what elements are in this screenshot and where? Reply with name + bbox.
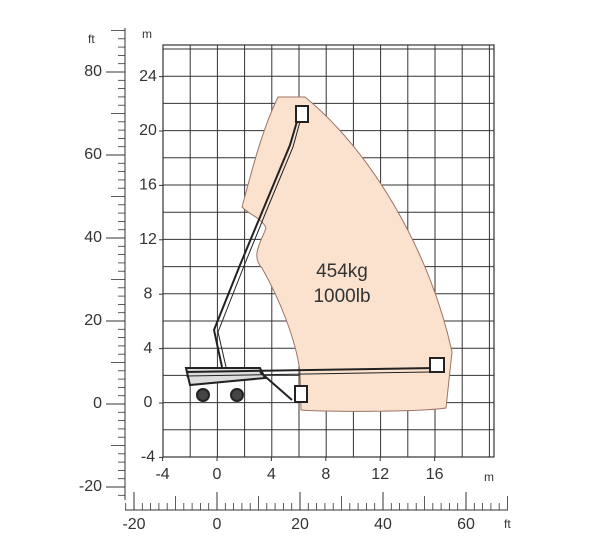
y-m-tick-label: 8 — [144, 285, 153, 302]
y-ft-unit: ft — [88, 32, 95, 46]
x-ft-tick-label: 20 — [291, 516, 309, 533]
x-m-unit: m — [484, 470, 494, 484]
x-ft-unit: ft — [504, 517, 511, 531]
y-m-tick-label: 16 — [139, 177, 157, 194]
x-m-tick-label: -4 — [155, 466, 169, 483]
x-m-tick-label: 16 — [426, 466, 444, 483]
machine — [184, 105, 445, 403]
y-m-tick-label: 0 — [144, 394, 153, 411]
y-ft-tick-label: 40 — [84, 229, 102, 246]
x-ft-tick-label: 40 — [374, 516, 392, 533]
x-m-tick-label: 0 — [213, 466, 222, 483]
grid-border — [162, 44, 495, 458]
load-kg: 454kg — [316, 261, 368, 282]
load-lb: 1000lb — [313, 286, 370, 307]
x-m-tick-label: 12 — [371, 466, 389, 483]
y-m-tick-label: 20 — [139, 122, 157, 139]
x-ft-tick-label: 60 — [457, 516, 475, 533]
y-m-tick-label: -4 — [141, 449, 155, 466]
y-m-tick-label: 12 — [139, 231, 157, 248]
x-m-tick-label: 8 — [321, 466, 330, 483]
x-ft-tick-label: -20 — [122, 516, 145, 533]
y-m-tick-label: 4 — [144, 340, 153, 357]
y-m-unit: m — [142, 27, 152, 41]
y-ft-tick-label: 0 — [93, 395, 102, 412]
y-ft-tick-label: 20 — [84, 312, 102, 329]
x-m-tick-label: 4 — [267, 466, 276, 483]
y-ft-tick-label: 60 — [84, 146, 102, 163]
y-ft-tick-label: -20 — [79, 478, 102, 495]
y-ft-tick-label: 80 — [84, 63, 102, 80]
working-envelope — [241, 96, 453, 412]
x-ft-tick-label: 0 — [213, 516, 222, 533]
y-m-tick-label: 24 — [139, 68, 157, 85]
